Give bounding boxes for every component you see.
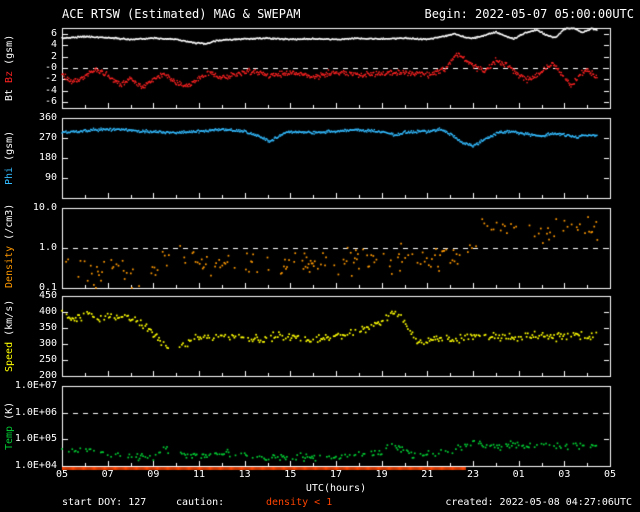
y-axis-title-part: Density xyxy=(4,239,15,288)
y-tick-label: 90 xyxy=(44,172,57,183)
y-tick-label: 1.0E+07 xyxy=(14,380,57,391)
x-tick-label: 17 xyxy=(329,469,343,480)
y-axis-title-part: (gsm) xyxy=(4,130,15,162)
y-tick-label: 1.0E+04 xyxy=(14,460,57,471)
y-tick-label: 6 xyxy=(50,27,57,39)
y-axis-title: Bt Bz (gsm) xyxy=(3,28,16,108)
y-tick-label: -6 xyxy=(44,96,57,108)
x-tick-label: 01 xyxy=(512,469,525,480)
y-tick-label: 360 xyxy=(38,112,57,123)
y-tick-label: 270 xyxy=(38,132,57,143)
y-tick-label: 1.0E+06 xyxy=(14,406,57,418)
y-axis-title-part: Bz xyxy=(4,65,15,84)
y-tick-label: 450 xyxy=(38,290,57,301)
y-axis-title-part: (/cm3) xyxy=(4,203,15,240)
x-tick-label: 11 xyxy=(192,469,206,480)
y-axis-title: Phi (gsm) xyxy=(3,118,16,198)
x-tick-label: 23 xyxy=(466,469,480,480)
y-axis-title: Density (/cm3) xyxy=(3,204,16,288)
x-tick-label: 07 xyxy=(101,469,114,480)
x-tick-label: 19 xyxy=(375,469,388,480)
y-tick-label: 400 xyxy=(38,306,57,317)
y-tick-label: -2 xyxy=(44,73,57,85)
y-axis-title-part: Temp xyxy=(4,419,15,451)
x-tick-label: 21 xyxy=(421,469,434,480)
x-tick-label: 13 xyxy=(238,469,251,480)
y-axis-title-part: Phi xyxy=(4,161,15,186)
footer-caution-value: density < 1 xyxy=(266,497,333,508)
footer-caution-label: caution: xyxy=(176,497,225,508)
y-axis-title-part: Bt xyxy=(4,83,15,102)
x-tick-label: 05 xyxy=(603,469,617,480)
y-tick-label: 180 xyxy=(38,152,57,163)
y-axis-title-part: Speed xyxy=(4,336,15,373)
y-tick-label: 10.0 xyxy=(32,202,57,213)
y-tick-label: -4 xyxy=(44,84,57,96)
y-axis-title: Speed (km/s) xyxy=(3,296,16,376)
x-tick-label: 09 xyxy=(147,469,160,480)
y-tick-label: 1.0E+05 xyxy=(14,433,57,445)
x-tick-label: 03 xyxy=(558,469,571,480)
x-tick-label: 05 xyxy=(55,469,69,480)
y-tick-label: 200 xyxy=(38,370,57,381)
y-axis-title: Temp (K) xyxy=(3,386,16,466)
y-tick-label: 4 xyxy=(50,39,57,51)
page-title: ACE RTSW (Estimated) MAG & SWEPAM xyxy=(62,7,301,21)
y-tick-label: 0.1 xyxy=(38,282,57,293)
x-axis-title: UTC(hours) xyxy=(305,483,367,494)
x-tick-label: 15 xyxy=(284,469,297,480)
y-axis-title-part: (K) xyxy=(4,401,15,420)
y-tick-label: 1.0 xyxy=(38,242,57,253)
y-tick-label: 2 xyxy=(50,50,57,62)
y-axis-title-part: (km/s) xyxy=(4,299,15,336)
y-axis-title-part: (gsm) xyxy=(4,34,15,65)
y-tick-label: 300 xyxy=(38,338,57,349)
begin-timestamp: Begin: 2022-05-07 05:00:00UTC xyxy=(424,7,634,21)
y-tick-label: 350 xyxy=(38,322,57,333)
y-tick-label: -0 xyxy=(44,62,57,73)
y-tick-label: 250 xyxy=(38,354,57,365)
footer-created-timestamp: created: 2022-05-08 04:27:06UTC xyxy=(445,497,632,508)
footer-start-doy: start DOY: 127 xyxy=(62,497,147,508)
